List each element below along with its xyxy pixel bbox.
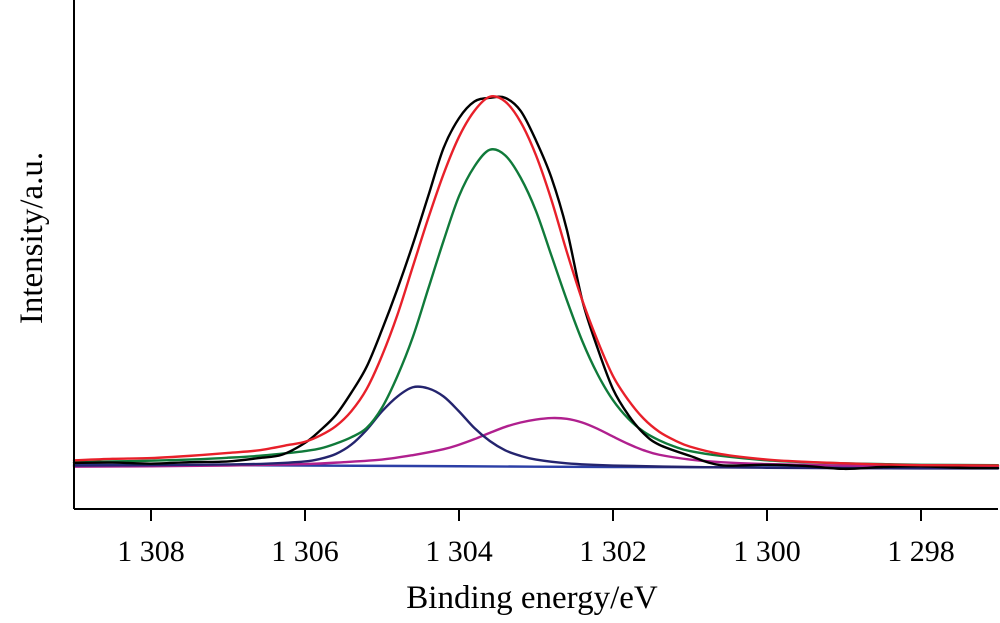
x-tick-label: 1 306 (271, 535, 339, 568)
component-peak-3 (72, 416, 1000, 468)
envelope-fit-curve (72, 95, 1000, 467)
x-tick-label: 1 308 (117, 535, 185, 568)
x-tick-label: 1 300 (733, 535, 801, 568)
x-axis-ticks: 1 308 1 306 1 304 1 302 1 300 1 298 (117, 509, 955, 568)
plot-area (72, 95, 1000, 471)
x-tick-label: 1 304 (425, 535, 493, 568)
component-peak-1 (72, 148, 1000, 467)
y-axis-label: Intensity/a.u. (14, 152, 50, 324)
x-tick-label: 1 298 (887, 535, 955, 568)
x-axis-label: Binding energy/eV (406, 580, 658, 616)
series-layer (72, 95, 1000, 471)
x-tick-label: 1 302 (579, 535, 647, 568)
component-peak-2 (72, 385, 1000, 470)
